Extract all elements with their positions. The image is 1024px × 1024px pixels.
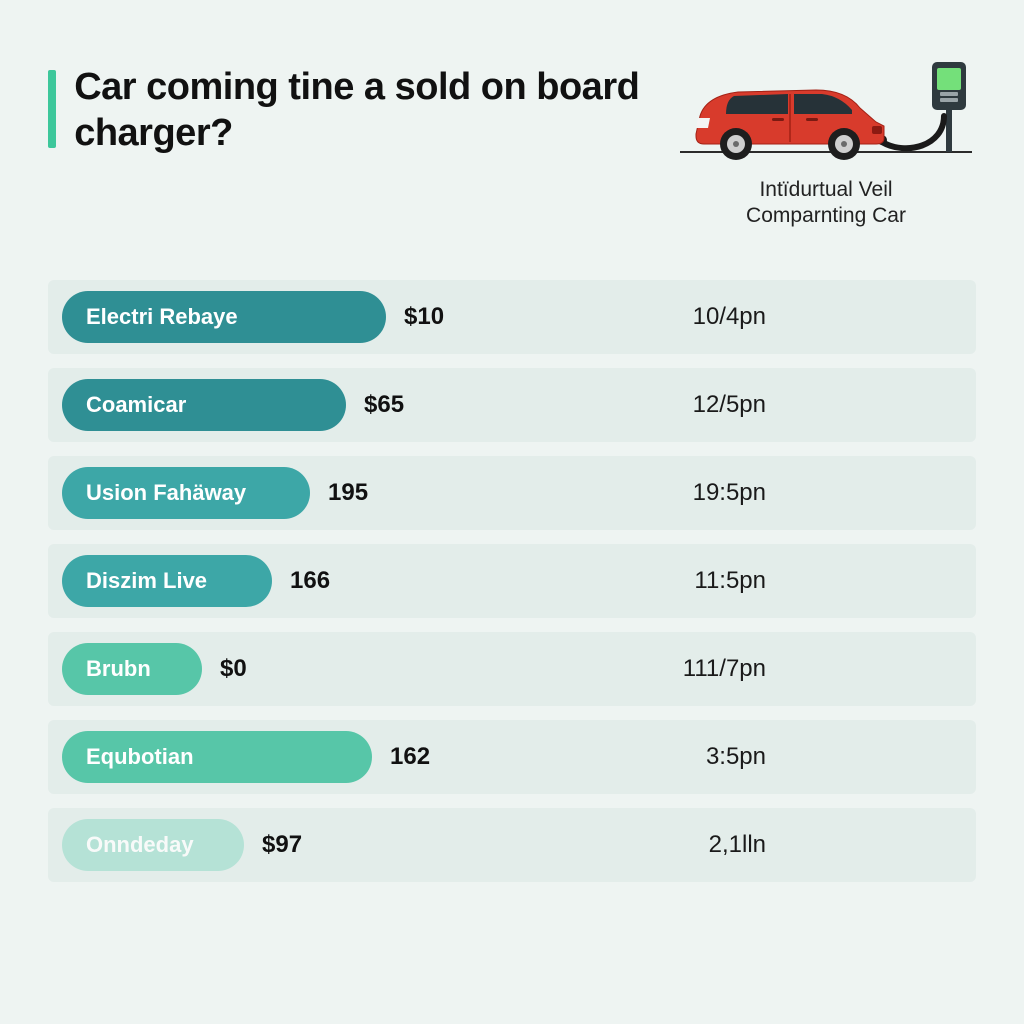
comparison-row: Coamicar $65 12/5pn	[48, 368, 976, 442]
category-bar: Equbotian	[62, 731, 372, 783]
bar-cell: Onndeday $97	[62, 819, 502, 871]
category-value: $10	[404, 303, 444, 331]
category-time: 19:5pn	[693, 479, 956, 507]
comparison-row: Usion Fahäway 195 19:5pn	[48, 456, 976, 530]
category-value: 162	[390, 743, 430, 771]
category-value: $0	[220, 655, 247, 683]
comparison-row: Diszim Live 166 11:5pn	[48, 544, 976, 618]
category-label: Onndeday	[86, 832, 194, 858]
category-label: Brubn	[86, 656, 151, 682]
title-line1: Car coming tine a sold on board charger?	[74, 66, 639, 154]
bar-cell: Brubn $0	[62, 643, 502, 695]
category-value: $65	[364, 391, 404, 419]
category-bar: Diszim Live	[62, 555, 272, 607]
bar-cell: Coamicar $65	[62, 379, 502, 431]
category-time: 11:5pn	[694, 567, 956, 595]
comparison-row: Equbotian 162 3:5pn	[48, 720, 976, 794]
page-title: Car coming tine a sold on board charger?	[74, 64, 676, 157]
category-bar: Coamicar	[62, 379, 346, 431]
category-time: 111/7pn	[683, 655, 956, 683]
caption-line1: Intïdurtual Veil	[759, 178, 892, 201]
caption-line2: Comparnting Car	[746, 204, 906, 227]
category-time: 3:5pn	[706, 743, 956, 771]
category-label: Diszim Live	[86, 568, 207, 594]
category-time: 2,1lln	[709, 831, 956, 859]
category-bar: Electri Rebaye	[62, 291, 386, 343]
category-bar: Brubn	[62, 643, 202, 695]
comparison-row: Brubn $0 111/7pn	[48, 632, 976, 706]
category-label: Equbotian	[86, 744, 194, 770]
car-caption: Intïdurtual Veil Comparnting Car	[676, 177, 976, 230]
category-time: 12/5pn	[693, 391, 956, 419]
category-value: 166	[290, 567, 330, 595]
category-label: Electri Rebaye	[86, 304, 238, 330]
comparison-rows: Electri Rebaye $10 10/4pn Coamicar $65 12/5pn…	[48, 280, 976, 882]
category-value: $97	[262, 831, 302, 859]
car-illustration-block: Intïdurtual Veil Comparnting Car	[676, 56, 976, 230]
accent-bar	[48, 70, 56, 148]
category-bar: Onndeday	[62, 819, 244, 871]
bar-cell: Equbotian 162	[62, 731, 502, 783]
title-block: Car coming tine a sold on board charger?	[48, 64, 676, 157]
comparison-row: Onndeday $97 2,1lln	[48, 808, 976, 882]
header: Car coming tine a sold on board charger?	[48, 56, 976, 230]
category-label: Coamicar	[86, 392, 186, 418]
category-time: 10/4pn	[693, 303, 956, 331]
car-charger-icon	[676, 56, 976, 166]
comparison-row: Electri Rebaye $10 10/4pn	[48, 280, 976, 354]
bar-cell: Diszim Live 166	[62, 555, 502, 607]
category-bar: Usion Fahäway	[62, 467, 310, 519]
category-label: Usion Fahäway	[86, 480, 246, 506]
bar-cell: Electri Rebaye $10	[62, 291, 502, 343]
category-value: 195	[328, 479, 368, 507]
bar-cell: Usion Fahäway 195	[62, 467, 502, 519]
